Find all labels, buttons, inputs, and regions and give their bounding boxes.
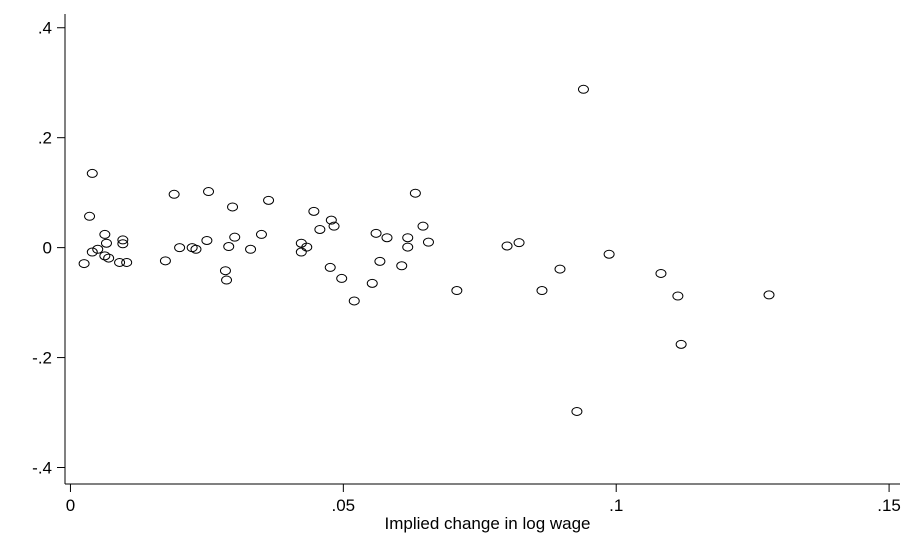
data-point	[417, 221, 429, 231]
data-point	[763, 290, 775, 300]
data-point	[536, 286, 548, 296]
y-tick-label: -.2	[32, 349, 52, 368]
data-point	[336, 273, 348, 283]
data-points	[78, 84, 775, 416]
data-point	[78, 259, 90, 269]
data-point	[92, 244, 104, 254]
data-point	[451, 286, 463, 296]
data-point	[86, 247, 98, 257]
data-point	[114, 257, 126, 267]
data-point	[219, 266, 231, 276]
data-point	[86, 168, 98, 178]
data-point	[672, 291, 684, 301]
y-tick-label: .2	[38, 129, 52, 148]
y-tick-label: -.4	[32, 459, 52, 478]
x-tick-label: 0	[66, 496, 75, 515]
data-point	[121, 257, 133, 267]
data-point	[84, 211, 96, 221]
data-point	[245, 244, 257, 254]
data-point	[324, 262, 336, 272]
y-tick-label: 0	[43, 239, 52, 258]
x-axis-title: Implied change in log wage	[384, 514, 590, 533]
data-point	[402, 233, 414, 243]
data-point	[396, 261, 408, 271]
data-point	[201, 235, 213, 245]
data-point	[117, 235, 129, 245]
data-point	[422, 237, 434, 247]
data-point	[301, 242, 313, 252]
data-point	[655, 268, 667, 278]
data-point	[314, 224, 326, 234]
data-point	[366, 278, 378, 288]
data-point	[501, 241, 513, 251]
x-axis-ticks: 0 .05 .1 .15	[66, 484, 901, 515]
y-tick-label: .4	[38, 19, 52, 38]
data-point	[263, 195, 275, 205]
data-point	[117, 239, 129, 249]
data-point	[99, 251, 111, 261]
data-point	[255, 229, 267, 239]
data-point	[168, 189, 180, 199]
data-point	[577, 84, 589, 94]
data-point	[348, 296, 360, 306]
data-point	[603, 249, 615, 259]
data-point	[325, 215, 337, 225]
data-point	[295, 247, 307, 257]
data-point	[190, 244, 202, 254]
data-point	[374, 256, 386, 266]
data-point	[328, 221, 340, 231]
data-point	[308, 206, 320, 216]
data-point	[223, 242, 235, 252]
x-tick-label: .15	[877, 496, 901, 515]
data-point	[99, 229, 111, 239]
data-point	[381, 233, 393, 243]
y-axis-ticks: -.4 -.2 0 .2 .4	[32, 19, 65, 478]
data-point	[159, 256, 171, 266]
data-point	[221, 275, 233, 285]
data-point	[370, 228, 382, 238]
data-point	[513, 238, 525, 248]
data-point	[100, 238, 112, 248]
data-point	[103, 253, 115, 263]
data-point	[227, 202, 239, 212]
data-point	[571, 406, 583, 416]
data-point	[203, 187, 215, 197]
data-point	[675, 339, 687, 349]
data-point	[402, 242, 414, 252]
data-point	[174, 243, 186, 253]
data-point	[409, 188, 421, 198]
data-point	[554, 264, 566, 274]
x-tick-label: .05	[332, 496, 356, 515]
x-tick-label: .1	[609, 496, 623, 515]
data-point	[229, 232, 241, 242]
